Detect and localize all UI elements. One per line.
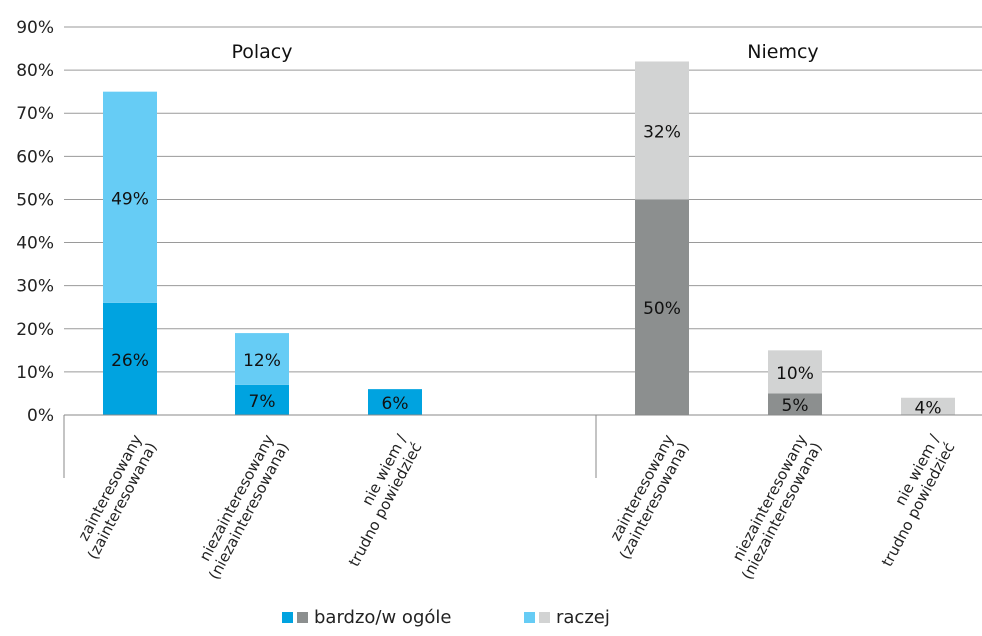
legend-swatch — [524, 612, 535, 623]
category-label: zainteresowany(zainteresowana) — [69, 431, 161, 562]
bar-segment-top — [635, 61, 689, 200]
bar-segment-top — [235, 333, 289, 385]
y-tick-label: 40% — [16, 234, 54, 254]
legend: bardzo/w ogóle raczej — [282, 607, 610, 628]
legend-label: raczej — [556, 607, 610, 628]
category-label: niezainteresowany(niezainteresowana) — [190, 431, 293, 582]
data-label: 50% — [643, 299, 681, 319]
x-axis: zainteresowany(zainteresowana) niezainter… — [63, 414, 982, 583]
group-title: Niemcy — [747, 41, 818, 63]
y-tick-label: 90% — [16, 18, 54, 38]
legend-swatch — [539, 612, 550, 623]
legend-label: bardzo/w ogóle — [314, 607, 451, 628]
y-axis: 0% 10% 20% 30% 40% 50% 60% 70% 80% 90% — [16, 18, 54, 426]
data-label: 6% — [382, 394, 409, 414]
data-label: 7% — [249, 392, 276, 412]
y-tick-label: 0% — [27, 406, 54, 426]
bar-segment-top — [103, 91, 157, 303]
category-label: nie wiem /trudno powiedzieć — [863, 431, 959, 570]
bar-segment-bottom — [768, 393, 822, 415]
gridlines — [64, 26, 982, 416]
bar-segment-bottom — [368, 389, 422, 415]
bar-segment-bottom — [235, 384, 289, 415]
data-label: 4% — [915, 398, 942, 418]
legend-swatch — [282, 612, 293, 623]
data-label: 32% — [643, 122, 681, 142]
bars: 26% 49% 7% 12% 6% 50% 32% 5% 10% 4% — [103, 61, 955, 418]
bar-segment-bottom — [635, 199, 689, 415]
category-label: zainteresowany(zainteresowana) — [601, 431, 693, 562]
y-tick-label: 10% — [16, 363, 54, 383]
group-title: Polacy — [231, 41, 292, 63]
data-label: 10% — [776, 364, 814, 384]
y-tick-label: 70% — [16, 104, 54, 124]
bar-segment-top — [768, 350, 822, 394]
bar-segment-top — [901, 397, 955, 415]
data-label: 5% — [782, 396, 809, 416]
y-tick-label: 60% — [16, 147, 54, 167]
y-tick-label: 80% — [16, 61, 54, 81]
data-label: 49% — [111, 189, 149, 209]
group-titles: Polacy Niemcy — [231, 41, 818, 63]
y-tick-label: 50% — [16, 190, 54, 210]
y-tick-label: 20% — [16, 320, 54, 340]
category-label: niezainteresowany(niezainteresowana) — [723, 431, 826, 582]
category-label: nie wiem /trudno powiedzieć — [330, 431, 426, 570]
data-label: 26% — [111, 351, 149, 371]
bar-segment-bottom — [103, 302, 157, 415]
data-label: 12% — [243, 351, 281, 371]
legend-swatch — [297, 612, 308, 623]
y-tick-label: 30% — [16, 277, 54, 297]
